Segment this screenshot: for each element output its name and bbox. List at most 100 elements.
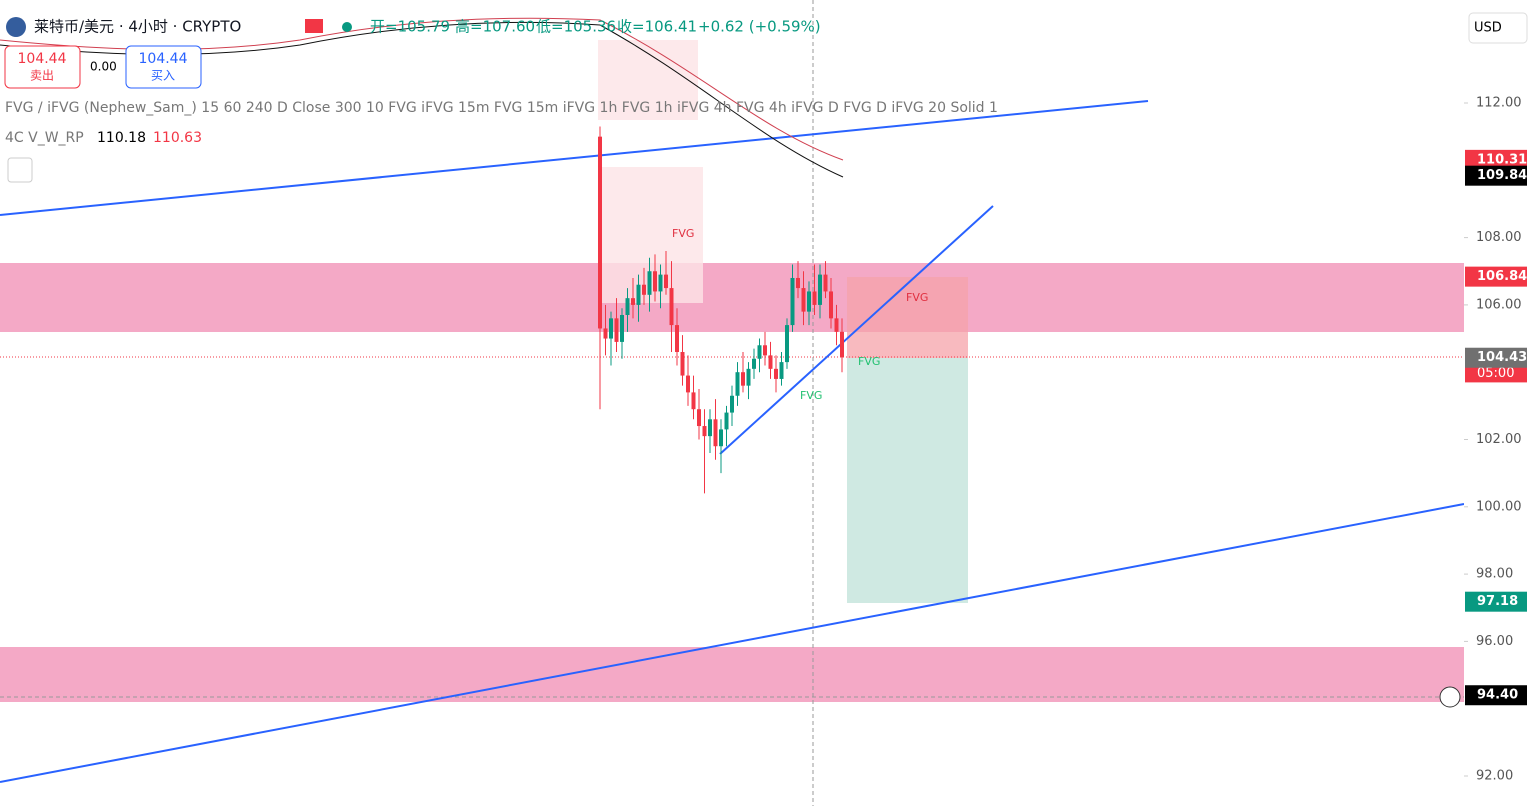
candle-body [779, 362, 784, 379]
candle-body [801, 288, 806, 312]
price-tag [1465, 165, 1527, 186]
candle-body [741, 372, 745, 386]
symbol: 莱特币/美元 · 4小时 · CRYPTO [34, 18, 241, 36]
candle-body [763, 345, 767, 356]
candle-body [840, 331, 844, 358]
price-tag-label: 109.84 [1477, 168, 1527, 183]
candle-body [625, 298, 630, 315]
supply-zone [0, 263, 1464, 332]
candle-body [614, 318, 619, 342]
price-tick-label: 98.00 [1476, 567, 1513, 582]
candle-body [636, 284, 641, 305]
sell-label: 卖出 [30, 69, 54, 83]
candle-body [807, 291, 811, 312]
candle-body [790, 277, 795, 326]
sell-price: 104.44 [18, 51, 67, 67]
price-tag [1465, 149, 1527, 170]
candle-body [713, 419, 718, 447]
price-tick-label: 108.00 [1476, 230, 1522, 245]
ohlc-close: 收=106.41 [617, 18, 697, 36]
candle-body [708, 419, 712, 437]
candle-body [620, 314, 624, 342]
candle-body [730, 395, 734, 413]
candle-body [702, 426, 707, 437]
candle-body [768, 355, 773, 369]
price-tick-label: 92.00 [1476, 769, 1513, 784]
candle-body [658, 274, 663, 292]
indicator-name: 4C V_W_RP [5, 130, 84, 146]
currency-select[interactable] [1468, 12, 1528, 44]
status-dot [342, 22, 352, 32]
candle-body [724, 412, 729, 430]
candle-body [757, 345, 762, 359]
buy-price: 104.44 [139, 51, 188, 67]
candle-body [719, 429, 723, 447]
price-tick-label: 96.00 [1476, 634, 1513, 649]
ohlc-open: 开=105.79 [370, 18, 450, 36]
candle-body [697, 409, 701, 427]
fvg-box [602, 167, 703, 303]
price-tag-label: 110.31 [1477, 152, 1527, 167]
spread: 0.00 [90, 60, 117, 74]
candle-body [752, 358, 756, 369]
candle-body [642, 284, 646, 295]
candle-body [686, 375, 690, 393]
fvg-label: FVG [800, 389, 822, 402]
candle-body [812, 291, 817, 305]
price-tag [1465, 266, 1527, 287]
candle-body [735, 372, 740, 396]
candle-body [746, 368, 751, 386]
candle-body [653, 271, 657, 292]
price-tag-label: 106.84 [1477, 269, 1527, 284]
flag-icon [305, 19, 323, 33]
candle-body [647, 271, 652, 295]
buy-label: 买入 [151, 69, 175, 83]
price-tick-label: 106.00 [1476, 297, 1522, 312]
fvg-label: FVG [906, 291, 928, 304]
candle-body [818, 274, 822, 305]
candle-body [680, 352, 685, 376]
add-button[interactable] [1439, 686, 1461, 708]
price-axis [1464, 0, 1534, 806]
symbol-icon [6, 17, 26, 37]
price-tag [1465, 347, 1527, 368]
sell-button[interactable] [4, 45, 81, 89]
candle-body [796, 277, 800, 289]
price-tag [1465, 685, 1527, 706]
fvg-label: FVG [858, 355, 880, 368]
price-tag-label: 104.43 [1477, 350, 1527, 365]
candle-body [691, 392, 696, 410]
price-tick-label: 100.00 [1476, 499, 1522, 514]
candles [598, 126, 844, 494]
indicator-legend: FVG / iFVG (Nephew_Sam_) 15 60 240 D Clo… [5, 100, 998, 116]
candle-body [669, 288, 674, 326]
price-tag [1465, 591, 1527, 612]
take-profit-box [847, 358, 968, 603]
candle-body [631, 298, 635, 305]
ohlc-high: 高=107.60 [455, 18, 535, 36]
price-tick-label: 112.00 [1476, 96, 1522, 111]
candle-body [823, 274, 828, 292]
candle-body [774, 368, 778, 379]
countdown: 05:00 [1477, 366, 1514, 381]
currency: USD [1474, 21, 1502, 36]
ohlc-low: 低=105.36 [536, 18, 616, 36]
collapse-button[interactable] [7, 157, 33, 183]
candle-body [785, 325, 789, 363]
candle-body [834, 318, 839, 332]
buy-button[interactable] [125, 45, 202, 89]
price-tag-label: 94.40 [1477, 688, 1518, 703]
candle-body [609, 318, 613, 339]
stop-loss-box [847, 277, 968, 358]
price-tag-label: 97.18 [1477, 594, 1518, 609]
trendline [0, 503, 1465, 783]
candle-body [598, 136, 602, 329]
trendline [0, 100, 1149, 216]
candle-body [829, 291, 833, 319]
indicator-value: 110.18 [97, 130, 146, 146]
fvg-label: FVG [672, 227, 694, 240]
trendline [719, 205, 994, 455]
demand-zone [0, 647, 1464, 702]
change: +0.62 (+0.59%) [698, 18, 821, 36]
